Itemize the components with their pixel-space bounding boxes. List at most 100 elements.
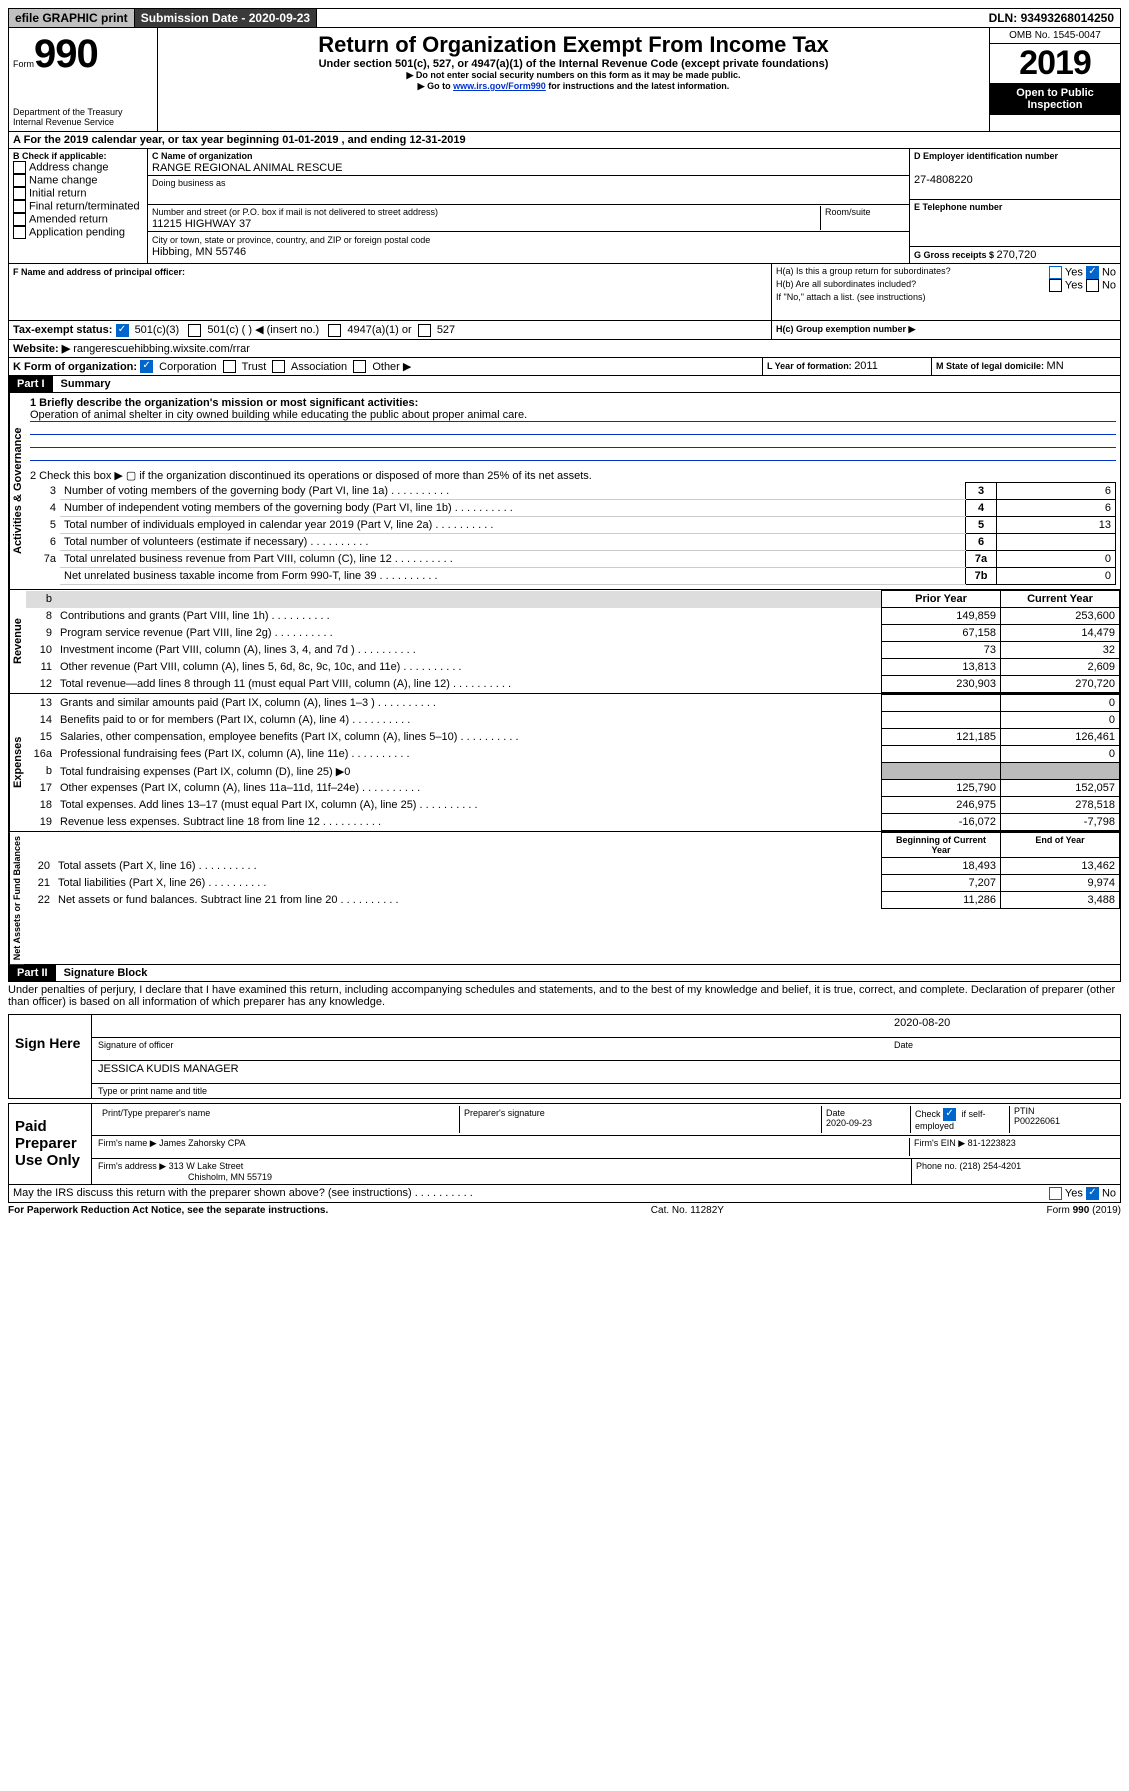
topbar: efile GRAPHIC print Submission Date - 20… [8,8,1121,28]
firm-ein: 81-1223823 [968,1138,1016,1148]
ha-no[interactable] [1086,266,1099,279]
b-opt-amended[interactable]: Amended return [13,213,143,226]
i-hc-block: Tax-exempt status: 501(c)(3) 501(c) ( ) … [8,321,1121,340]
hc-label: H(c) Group exemption number ▶ [776,324,915,334]
expense-row: 16aProfessional fundraising fees (Part I… [26,746,1120,763]
k-trust[interactable] [223,360,236,373]
firm-name: James Zahorsky CPA [159,1138,245,1148]
d-label: D Employer identification number [914,151,1058,161]
discuss-text: May the IRS discuss this return with the… [13,1187,1049,1200]
paid-preparer-label: Paid Preparer Use Only [9,1104,92,1184]
ha-yes[interactable] [1049,266,1062,279]
part1-body: Activities & Governance 1 Briefly descri… [8,393,1121,590]
b-opt-name-label: Name change [29,174,98,186]
section-c: C Name of organizationRANGE REGIONAL ANI… [148,149,910,263]
section-h: H(a) Is this a group return for subordin… [772,264,1120,320]
b-opt-name[interactable]: Name change [13,174,143,187]
efile-print-button[interactable]: efile GRAPHIC print [9,9,135,27]
expense-row: 13Grants and similar amounts paid (Part … [26,695,1120,712]
expense-row: bTotal fundraising expenses (Part IX, co… [26,763,1120,780]
expenses-table: 13Grants and similar amounts paid (Part … [26,694,1120,831]
irs-form990-link[interactable]: www.irs.gov/Form990 [453,81,546,91]
k-other[interactable] [353,360,366,373]
ein-value: 27-4808220 [914,174,973,186]
discuss-no[interactable] [1086,1187,1099,1200]
form-word: Form [13,59,34,69]
summary-row: 4 Number of independent voting members o… [30,500,1116,517]
k-assoc-label: Association [291,361,347,373]
firm-addr1: 313 W Lake Street [169,1161,244,1171]
i-501c3[interactable] [116,324,129,337]
j-label: Website: ▶ [13,343,70,355]
netasset-row: 20Total assets (Part X, line 16)18,49313… [24,858,1120,875]
phone-value: (218) 254-4201 [960,1161,1022,1171]
i-527[interactable] [418,324,431,337]
dln: DLN: 93493268014250 [983,9,1120,27]
k-other-label: Other ▶ [372,361,411,373]
subdate-value: 2020-09-23 [249,11,310,25]
section-j: Website: ▶ rangerescuehibbing.wixsite.co… [8,340,1121,358]
section-k: K Form of organization: Corporation Trus… [9,358,763,376]
hb-yes[interactable] [1049,279,1062,292]
i-4947[interactable] [328,324,341,337]
year-box: OMB No. 1545-0047 2019 Open to Public In… [989,28,1120,131]
summary-row: 6 Total number of volunteers (estimate i… [30,534,1116,551]
summary-row: Net unrelated business taxable income fr… [30,568,1116,585]
gross-receipts: 270,720 [997,249,1037,261]
phone-label: Phone no. [916,1161,960,1171]
type-name-label: Type or print name and title [92,1084,1120,1098]
pra-notice: For Paperwork Reduction Act Notice, see … [8,1205,328,1216]
ha-label: H(a) Is this a group return for subordin… [776,266,1049,279]
b-opt-address[interactable]: Address change [13,161,143,174]
discuss-yes-label: Yes [1065,1188,1083,1200]
ptin-value: P00226061 [1014,1116,1060,1126]
city-value: Hibbing, MN 55746 [152,246,246,258]
dba-label: Doing business as [152,178,226,188]
org-name: RANGE REGIONAL ANIMAL RESCUE [152,162,343,174]
revenue-row: 10Investment income (Part VIII, column (… [26,642,1120,659]
revenue-table: bPrior YearCurrent Year8Contributions an… [26,590,1120,693]
vlabel-revenue: Revenue [9,590,26,693]
c-name-label: C Name of organization [152,151,253,161]
hb-no[interactable] [1086,279,1099,292]
yes-label: Yes [1065,266,1083,278]
omb-number: OMB No. 1545-0047 [990,28,1120,44]
h-check[interactable]: Check if self-employed [911,1106,1010,1133]
expense-row: 14Benefits paid to or for members (Part … [26,712,1120,729]
i-501c[interactable] [188,324,201,337]
perjury-text: Under penalties of perjury, I declare th… [8,982,1121,1010]
revenue-row: 9Program service revenue (Part VIII, lin… [26,625,1120,642]
officer-name: JESSICA KUDIS MANAGER [92,1061,1120,1084]
hb-label: H(b) Are all subordinates included? [776,279,1049,292]
revenue-row: 11Other revenue (Part VIII, column (A), … [26,659,1120,676]
part1-header: Part ISummary [8,376,1121,393]
date-label: Date [894,1040,1114,1058]
discuss-yes[interactable] [1049,1187,1062,1200]
h-print: Print/Type preparer's name [98,1106,460,1133]
cat-no: Cat. No. 11282Y [651,1205,724,1216]
street-address: 11215 HIGHWAY 37 [152,218,251,230]
m-label: M State of legal domicile: [936,361,1047,371]
f-h-block: F Name and address of principal officer:… [8,264,1121,321]
form-number: 990 [34,32,98,76]
line-a-value: For the 2019 calendar year, or tax year … [24,134,466,146]
title-box: Return of Organization Exempt From Incom… [158,28,989,131]
sig-officer-label: Signature of officer [98,1040,894,1058]
form-id-box: Form990 Department of the Treasury Inter… [9,28,158,131]
k-assoc[interactable] [272,360,285,373]
expense-row: 19Revenue less expenses. Subtract line 1… [26,814,1120,831]
footer: For Paperwork Reduction Act Notice, see … [8,1203,1121,1218]
b-label: B Check if applicable: [13,151,143,161]
h-date: Date [826,1108,845,1118]
addr-label: Number and street (or P.O. box if mail i… [152,207,438,217]
section-m: M State of legal domicile: MN [932,358,1120,376]
summary-row: 7a Total unrelated business revenue from… [30,551,1116,568]
b-opt-pending[interactable]: Application pending [13,226,143,239]
tax-year: 2019 [990,44,1120,83]
vlabel-netassets: Net Assets or Fund Balances [9,832,24,964]
b-opt-final[interactable]: Final return/terminated [13,200,143,213]
b-opt-initial[interactable]: Initial return [13,187,143,200]
dln-label: DLN: [989,11,1021,25]
k-corp[interactable] [140,360,153,373]
part1-title: Summary [53,378,111,390]
